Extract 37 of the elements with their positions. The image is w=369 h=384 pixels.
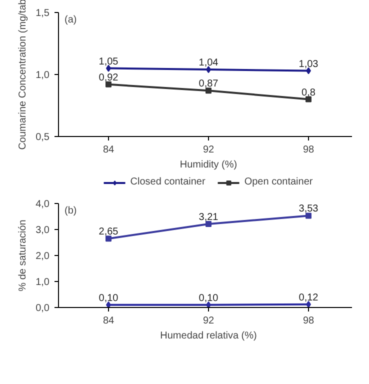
x-tick-label: 84: [102, 144, 114, 156]
y-axis-title: % de saturación: [18, 220, 29, 292]
y-tick-label: 1,0: [36, 277, 50, 288]
data-label: 0,10: [198, 292, 219, 304]
x-tick-label: 98: [302, 144, 314, 156]
x-axis-title: Humidity (%): [180, 160, 238, 170]
annotation: (b): [64, 206, 77, 216]
legend-label: Open container: [244, 176, 313, 188]
point: [106, 236, 112, 242]
y-tick-label: 4,0: [36, 199, 50, 210]
data-label: 3,53: [298, 204, 319, 215]
y-tick-label: 1,0: [36, 70, 50, 81]
data-label: 3,21: [198, 212, 219, 224]
data-label: 2,65: [98, 226, 119, 238]
data-label: 0,10: [98, 292, 119, 304]
annotation: (a): [64, 14, 77, 26]
x-tick-label: 92: [202, 144, 214, 156]
data-label: 1,04: [198, 58, 219, 69]
data-label: 0,92: [98, 72, 119, 84]
x-tick-label: 84: [102, 316, 114, 326]
data-label: 1,05: [98, 56, 119, 68]
data-label: 1,03: [298, 58, 319, 70]
point: [306, 212, 312, 219]
data-label: 0,87: [198, 78, 219, 90]
y-tick-label: 1,5: [36, 8, 50, 19]
point: [206, 221, 212, 228]
y-tick-label: 0,0: [36, 303, 50, 314]
data-label: 0,8: [302, 87, 316, 98]
x-tick-label: 92: [202, 316, 214, 326]
point: [206, 88, 212, 94]
x-axis-title: Humedad relativa (%): [160, 330, 257, 342]
data-label: 0,12: [298, 292, 319, 304]
y-tick-label: 3,0: [36, 225, 50, 236]
x-tick-label: 98: [302, 316, 314, 326]
legend-label: Closed container: [130, 176, 206, 188]
y-tick-label: 0,5: [36, 132, 50, 143]
y-tick-label: 2,0: [36, 251, 50, 262]
